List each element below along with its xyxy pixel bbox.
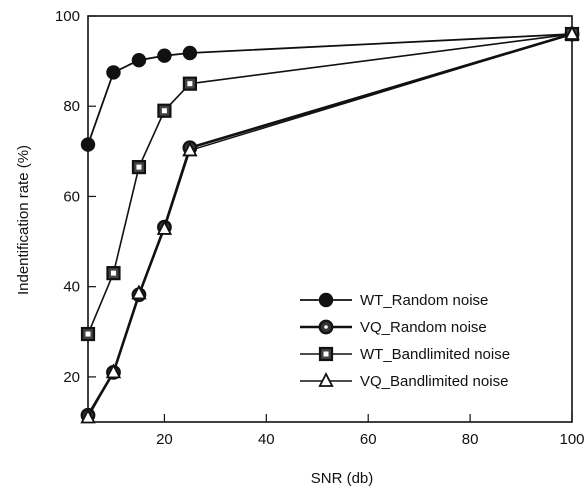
series-3 xyxy=(80,26,580,342)
y-tick-label: 40 xyxy=(63,279,80,296)
marker-inner-box xyxy=(323,351,329,357)
x-tick-label: 40 xyxy=(258,431,275,448)
data-point xyxy=(106,65,121,80)
marker-inner-box xyxy=(110,270,116,276)
legend-marker xyxy=(318,319,334,335)
data-point xyxy=(106,266,121,281)
marker-inner-box xyxy=(136,164,142,170)
data-point xyxy=(105,363,122,379)
data-point xyxy=(182,45,198,61)
filled-circle-marker xyxy=(318,292,334,308)
legend-marker xyxy=(318,372,334,387)
marker-inner-box xyxy=(85,331,91,337)
x-axis-label: SNR (db) xyxy=(311,470,374,487)
x-tick-label: 20 xyxy=(156,431,173,448)
y-tick-label: 60 xyxy=(63,188,80,205)
triangle-marker xyxy=(131,284,147,300)
y-tick-label: 20 xyxy=(63,369,80,386)
series-line xyxy=(87,33,573,419)
data-point xyxy=(564,25,580,40)
legend-item: WT_Bandlimited noise xyxy=(300,346,510,363)
plot-frame xyxy=(87,15,573,423)
legend-label: VQ_Bandlimited noise xyxy=(360,373,508,390)
series-4 xyxy=(80,25,580,424)
filled-circle-marker xyxy=(131,53,147,68)
data-point xyxy=(131,284,147,300)
marker-inner-box xyxy=(161,108,167,114)
x-tick-label: 100 xyxy=(559,431,584,448)
legend-item: WT_Random noise xyxy=(300,292,488,309)
series-1 xyxy=(80,26,580,152)
legend-item: VQ_Bandlimited noise xyxy=(300,372,508,390)
legend-marker xyxy=(318,346,334,362)
triangle-marker xyxy=(156,219,173,235)
triangle-marker xyxy=(564,25,580,40)
data-point xyxy=(131,53,147,68)
y-axis-label: Indentification rate (%) xyxy=(15,145,32,295)
y-tick-label: 100 xyxy=(55,8,80,25)
triangle-marker xyxy=(80,408,96,424)
axes: 20 40 60 80 100 20 40 60 80 100 xyxy=(55,8,585,448)
filled-circle-marker xyxy=(106,65,121,80)
data-point xyxy=(157,48,172,63)
legend-label: WT_Random noise xyxy=(360,292,488,309)
triangle-marker xyxy=(318,372,334,387)
x-tick-label: 80 xyxy=(462,431,479,448)
legend-item: VQ_Random noise xyxy=(300,319,487,336)
x-tick-label: 60 xyxy=(360,431,377,448)
triangle-marker xyxy=(105,363,122,379)
data-point xyxy=(182,76,197,91)
data-point xyxy=(80,137,96,152)
data-point xyxy=(80,408,96,424)
data-point xyxy=(131,160,147,175)
series-line xyxy=(87,33,573,146)
legend-label: VQ_Random noise xyxy=(360,319,487,336)
filled-circle-marker xyxy=(80,137,96,152)
marker-inner-box xyxy=(187,81,193,87)
data-point xyxy=(157,103,172,118)
triangle-marker xyxy=(182,141,198,157)
series-layer xyxy=(80,25,580,424)
filled-circle-marker xyxy=(182,45,198,61)
data-point xyxy=(156,219,173,235)
legend: WT_Random noise VQ_Random noise WT_Bandlim… xyxy=(300,292,510,390)
y-tick-label: 80 xyxy=(63,98,80,115)
legend-label: WT_Bandlimited noise xyxy=(360,346,510,363)
data-point xyxy=(80,326,96,342)
marker-center-dot xyxy=(324,325,328,329)
filled-circle-marker xyxy=(157,48,172,63)
series-line xyxy=(87,33,573,335)
legend-marker xyxy=(318,292,334,308)
data-point xyxy=(182,141,198,157)
